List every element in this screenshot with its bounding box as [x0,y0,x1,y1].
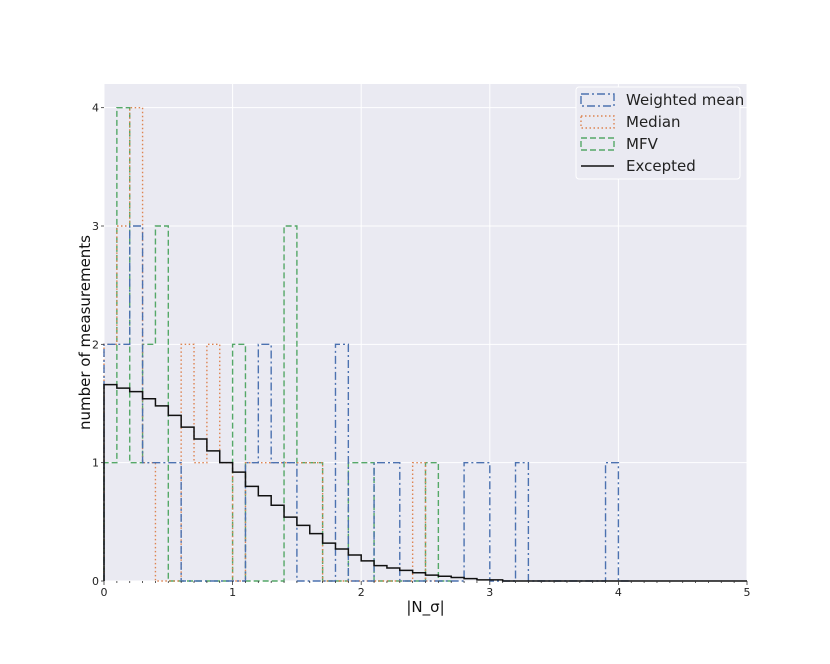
x-tick-label: 5 [744,586,751,599]
series-weighted-mean [103,225,632,582]
y-tick-label: 1 [92,457,99,470]
x-tick-label: 2 [358,586,365,599]
legend-swatch [580,93,615,107]
legend-box [575,86,741,180]
x-axis-label-text: |N_σ| [406,598,444,617]
series-excepted [103,383,747,582]
legend: Weighted mean Median MFV Excepted [575,86,744,180]
x-axis-ticks: 0 1 2 3 4 5 [101,581,751,599]
x-tick-label: 1 [229,586,236,599]
legend-label: Weighted mean [626,91,744,109]
y-axis-ticks: 0 1 2 3 4 [92,102,104,588]
y-tick-label: 0 [92,575,99,588]
legend-swatch [580,115,615,129]
x-tick-label: 4 [615,586,622,599]
y-tick-label: 2 [92,338,99,351]
x-tick-label: 0 [101,586,108,599]
legend-swatch [580,137,615,151]
y-axis-label: number of measurements [76,235,94,430]
y-tick-label: 4 [92,102,99,115]
legend-label: Median [626,113,681,131]
legend-label: MFV [626,135,659,153]
y-tick-label: 3 [92,220,99,233]
x-tick-label: 3 [486,586,493,599]
legend-label: Excepted [626,157,696,175]
x-axis-label: |N_σ| [406,598,444,617]
